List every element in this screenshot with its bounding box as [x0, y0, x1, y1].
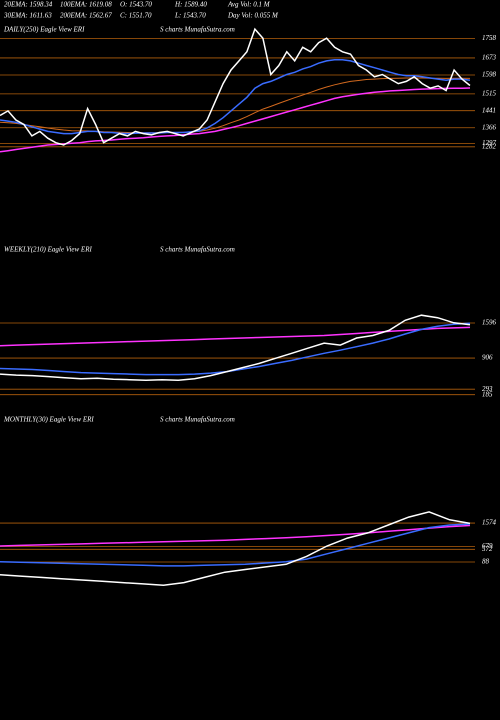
header-stat: Avg Vol: 0.1 M	[227, 1, 271, 9]
y-tick-label: 1441	[482, 106, 496, 114]
y-tick-label: 1596	[482, 319, 497, 327]
y-tick-label: 185	[482, 390, 493, 398]
price-line	[0, 87, 471, 153]
y-tick-label: 1282	[482, 142, 497, 150]
price-line	[0, 523, 471, 567]
panel-title: WEEKLY(210) Eagle View ERI	[4, 246, 92, 254]
y-tick-label: 679	[482, 542, 493, 550]
y-tick-label: 1515	[482, 89, 497, 97]
header-stat: 30EMA: 1611.63	[3, 12, 52, 20]
y-tick-label: 1297	[482, 139, 497, 147]
header-stat: L: 1543.70	[174, 12, 206, 20]
price-line	[0, 314, 471, 381]
y-tick-label: 293	[482, 385, 493, 393]
header-stat: 200EMA: 1562.67	[60, 12, 112, 20]
y-tick-label: 1598	[482, 71, 497, 79]
header-stat: O: 1543.70	[120, 1, 152, 9]
panel-subtitle: S charts MunafaSutra.com	[160, 246, 235, 254]
price-line	[0, 59, 471, 135]
price-line	[0, 524, 471, 547]
panel-subtitle: S charts MunafaSutra.com	[160, 416, 235, 424]
price-line	[0, 27, 471, 146]
y-tick-label: 906	[482, 354, 493, 362]
header-stat: 20EMA: 1598.34	[4, 1, 53, 9]
y-tick-label: 1758	[482, 34, 497, 42]
price-line	[0, 511, 471, 587]
header-stat: H: 1589.40	[174, 1, 207, 9]
y-tick-label: 88	[482, 558, 490, 566]
y-tick-label: 1574	[482, 519, 497, 527]
y-tick-label: 1673	[482, 54, 497, 62]
y-tick-label: 572	[482, 545, 493, 553]
panel-title: MONTHLY(30) Eagle View ERI	[3, 416, 94, 424]
y-tick-label: 1366	[482, 123, 497, 131]
panel-title: DAILY(250) Eagle View ERI	[3, 26, 85, 34]
header-stat: C: 1551.70	[120, 12, 152, 20]
price-line	[0, 77, 471, 134]
panel-subtitle: S charts MunafaSutra.com	[160, 26, 235, 34]
price-line	[0, 326, 471, 347]
header-stat: Day Vol: 0.055 M	[227, 12, 279, 20]
header-stat: 100EMA: 1619.08	[60, 1, 112, 9]
